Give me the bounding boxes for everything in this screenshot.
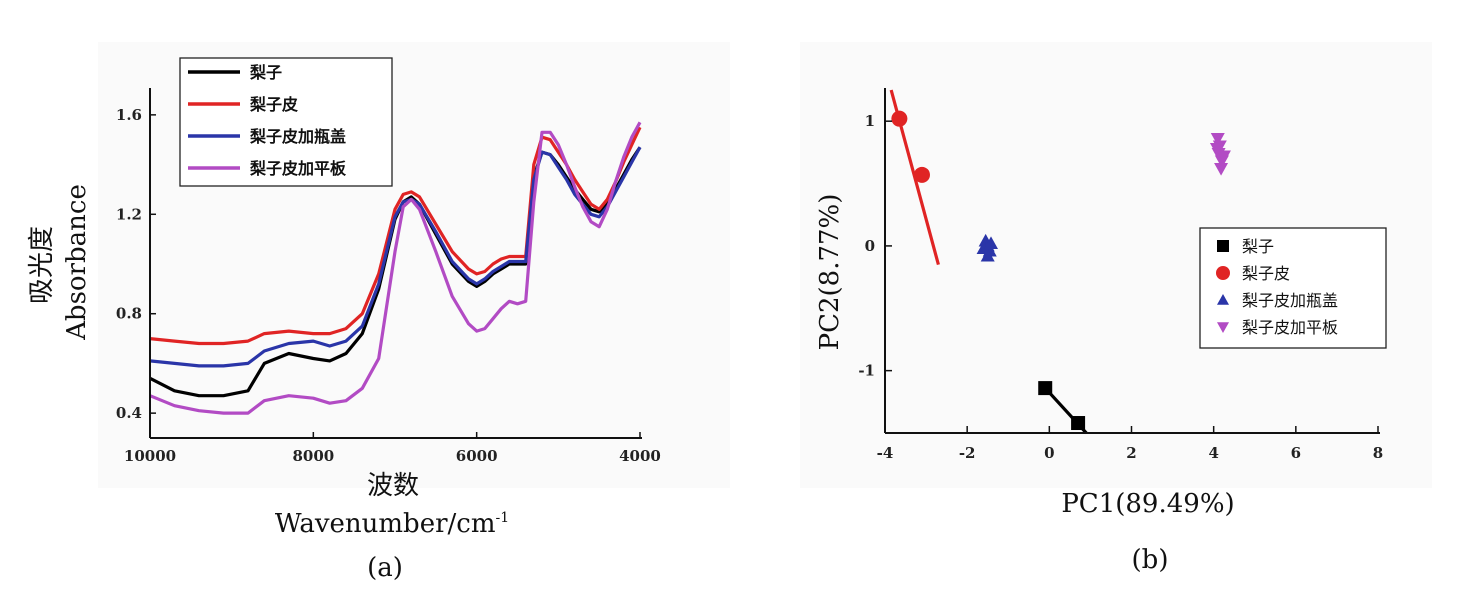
panel-b-xlabel: PC1(89.49%)	[1061, 489, 1234, 519]
panel-b-legend-label-4: 梨子皮加平板	[1242, 318, 1338, 337]
panel-b-points	[891, 110, 1231, 431]
panel-a-xlabel-en: Wavenumber/cm-1	[275, 509, 509, 539]
panel-b-xtick-label-6: 8	[1373, 444, 1383, 462]
spectrum-line-2	[149, 126, 642, 346]
panel-a-legend-label-4: 梨子皮加平板	[249, 159, 347, 178]
panel-b-point-4-6	[1209, 143, 1224, 156]
panel-a-xlabel-cn: 波数	[367, 471, 419, 501]
panel-b-point-3-5	[976, 241, 991, 255]
panel-a-xtick-label-2: 6000	[456, 447, 498, 465]
panel-b-point-4-7	[1216, 150, 1231, 164]
panel-b-point-3-6	[983, 236, 998, 250]
panel-b-legend-label-1: 梨子	[1242, 237, 1274, 256]
panel-a-legend-label-3: 梨子皮加瓶盖	[249, 127, 346, 146]
panel-a-ytick-label-3: 1.6	[116, 106, 142, 124]
panel-b-ytick-label-1: 0	[865, 237, 875, 255]
spectrum-line-1	[149, 146, 642, 398]
panel-b-ylabel: PC2(8.77%)	[815, 194, 845, 351]
panel-a-ytick-label-1: 0.8	[116, 305, 142, 323]
panel-b-point-1-1	[1038, 381, 1053, 396]
panel-b-legend-marker-3	[1217, 294, 1229, 305]
panel-b-xtick-label-0: -4	[877, 444, 894, 462]
panel-b-xtick-label-3: 2	[1126, 444, 1136, 462]
spectrum-line-4	[149, 121, 642, 415]
panel-b-caption: (b)	[1132, 545, 1169, 575]
panel-a-xlabel-superscript: -1	[495, 510, 509, 526]
panel-b-xtick-label-5: 6	[1291, 444, 1301, 462]
panel-a-ylabel-cn: 吸光度	[27, 226, 57, 304]
panel-a-xtick-label-0: 10000	[124, 447, 176, 465]
panel-b-point-2-1	[891, 110, 908, 127]
panel-b-xtick-label-1: -2	[959, 444, 976, 462]
panel-a-xlabel-en-text: Wavenumber/cm	[275, 509, 496, 539]
panel-a-legend-label-2: 梨子皮	[249, 95, 298, 114]
panel-a-caption: (a)	[367, 553, 403, 583]
panel-a-ytick-label-2: 1.2	[116, 205, 142, 223]
panel-a-legend-box	[179, 57, 393, 187]
panel-b-legend-marker-4	[1217, 322, 1229, 333]
panel-b-legend-label-3: 梨子皮加瓶盖	[1242, 291, 1338, 310]
panel-b-legend-marker-1	[1217, 240, 1229, 252]
panel-b-ytick-label-0: -1	[858, 362, 875, 380]
spectrum-line-3	[149, 146, 642, 368]
panel-a-axes	[149, 88, 642, 439]
panel-a-ylabel-en: Absorbance	[62, 184, 92, 341]
panel-b-xtick-label-2: 0	[1044, 444, 1054, 462]
panel-a-ticks: 10000 8000 6000 4000 0.4 0.8 1.2 1.6	[116, 106, 661, 465]
panel-a-series-lines	[149, 121, 642, 415]
panel-a-spectra-chart: 10000 8000 6000 4000 0.4 0.8 1.2 1.6 梨子梨子皮梨子皮加瓶…	[27, 42, 730, 583]
panel-a-xtick-label-1: 8000	[292, 447, 334, 465]
panel-b-ticks: -4 -2 0 2 4 6 8 -1 0 1	[858, 112, 1383, 462]
panel-b-legend-box	[1199, 227, 1387, 349]
panel-b-legend-marker-2	[1216, 266, 1230, 280]
panel-a-legend-label-1: 梨子	[249, 63, 282, 82]
panel-b-point-4-1	[1210, 133, 1225, 146]
panel-a-xtick-label-3: 4000	[619, 447, 661, 465]
panel-b-point-2-2	[913, 166, 930, 183]
panel-a-ytick-label-0: 0.4	[116, 404, 142, 422]
panel-b-xtick-label-4: 4	[1208, 444, 1218, 462]
panel-b-ytick-label-2: 1	[865, 112, 875, 130]
panel-b-point-4-5	[1214, 162, 1229, 176]
panel-b-point-3-4	[980, 248, 995, 262]
panel-b-point-1-2	[1071, 416, 1086, 431]
panel-b-legend-label-2: 梨子皮	[1242, 264, 1290, 283]
